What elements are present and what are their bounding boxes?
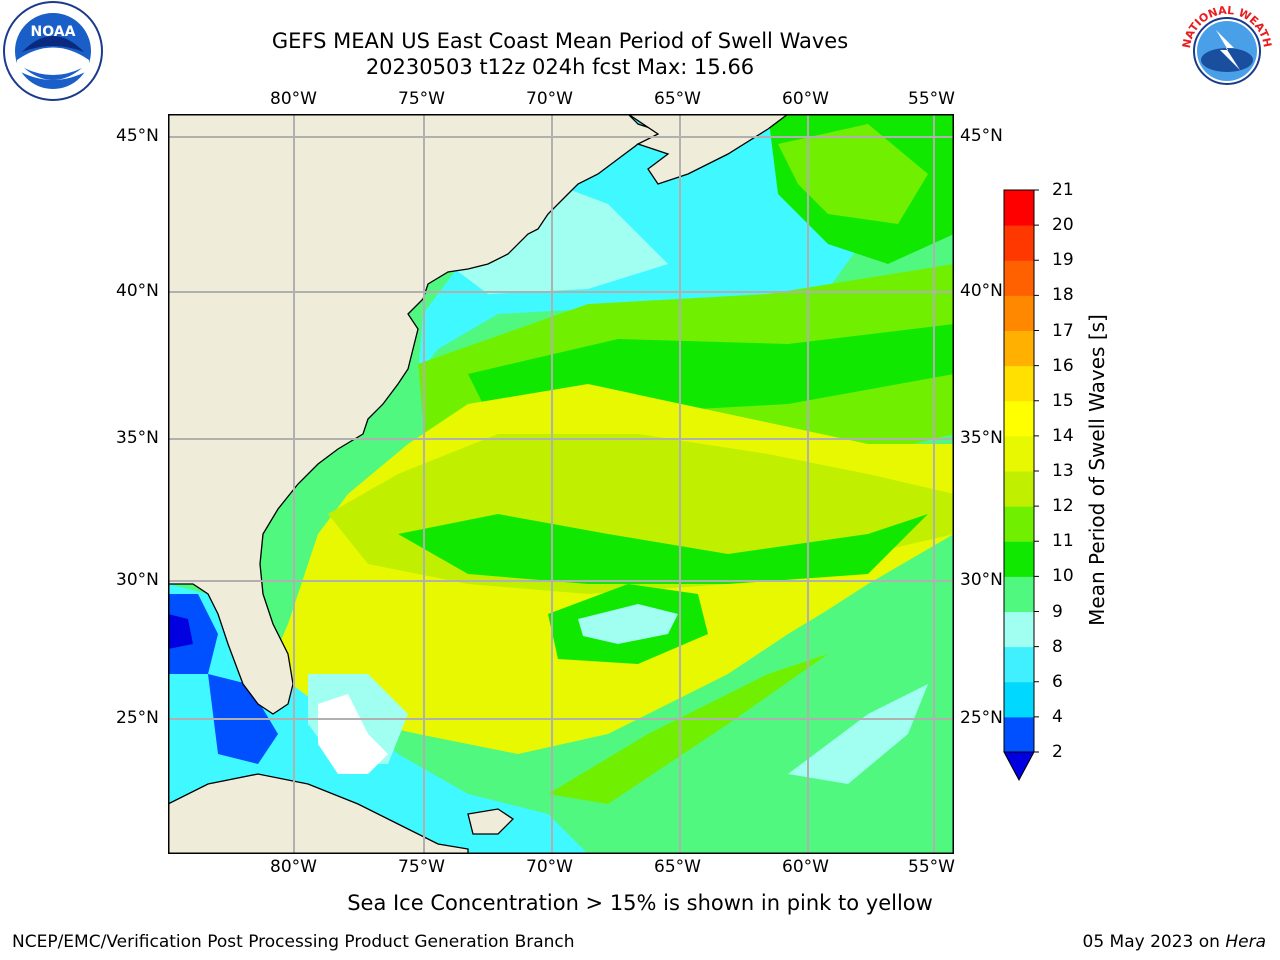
colorbar-segment [1004, 400, 1034, 437]
lon-label-top-75w: 75°W [398, 89, 445, 109]
chart-title: GEFS MEAN US East Coast Mean Period of S… [271, 29, 849, 53]
colorbar-segment [1004, 330, 1034, 367]
colorbar-tick-label: 19 [1052, 250, 1074, 271]
lat-label-left-25n: 25°N [116, 708, 159, 728]
colorbar-label: Mean Period of Swell Waves [s] [1085, 314, 1109, 626]
lon-label-top-60w: 60°W [782, 89, 829, 109]
colorbar-tick-label: 6 [1052, 671, 1063, 692]
colorbar-tick-label: 17 [1052, 320, 1074, 341]
colorbar-segment [1004, 260, 1034, 296]
colorbar-tick-label: 2 [1052, 742, 1063, 762]
land-cuba [168, 773, 469, 854]
svg-text:NOAA: NOAA [31, 24, 76, 40]
footer-date: 05 May 2023 on Hera [1083, 932, 1267, 952]
white-shallow-bahamas [318, 694, 388, 774]
gridlines [168, 114, 954, 854]
lon-label-bottom-55w: 55°W [908, 857, 955, 877]
colorbar-segment [1004, 225, 1034, 261]
colorbar-tick-label: 15 [1052, 390, 1074, 411]
footer-date-text: 05 May 2023 on [1082, 932, 1226, 952]
green-channel [398, 514, 928, 584]
dark-blue-gulf [168, 614, 193, 649]
colorbar-tick-label: 10 [1052, 566, 1074, 587]
land-nova-scotia [626, 114, 790, 185]
colorbar [1000, 186, 1050, 786]
lon-label-top-80w: 80°W [270, 89, 317, 109]
footer-credit: NCEP/EMC/Verification Post Processing Pr… [12, 932, 575, 952]
map-frame [168, 114, 954, 854]
swell-period-map [168, 114, 954, 854]
colorbar-tick-label: 9 [1052, 601, 1063, 622]
colorbar-segment [1004, 716, 1034, 753]
colorbar-segment [1004, 576, 1034, 612]
light-cyan-shelf [448, 174, 668, 294]
colorbar-tick-label: 8 [1052, 636, 1063, 657]
light-cyan-eddy [578, 604, 678, 644]
lime-streak-southeast [548, 654, 828, 804]
sea-ice-caption: Sea Ice Concentration > 15% is shown in … [347, 891, 933, 915]
colorbar-segment [1004, 435, 1034, 472]
lat-label-right-35n: 35°N [960, 428, 1003, 448]
land-hispaniola [467, 808, 515, 835]
lon-label-bottom-75w: 75°W [398, 857, 445, 877]
colorbar-tick-label: 4 [1052, 706, 1063, 727]
colorbar-tick-label: 16 [1052, 355, 1074, 376]
lat-label-right-30n: 30°N [960, 570, 1003, 590]
colorbar-segment [1004, 295, 1034, 331]
lon-label-top-70w: 70°W [526, 89, 573, 109]
chart-subtitle: 20230503 t12z 024h fcst Max: 15.66 [365, 55, 755, 79]
lon-label-top-55w: 55°W [908, 89, 955, 109]
lat-label-left-45n: 45°N [116, 126, 159, 146]
colorbar-segment [1004, 506, 1034, 542]
footer-host: Hera [1225, 932, 1266, 952]
lon-label-bottom-70w: 70°W [526, 857, 573, 877]
colorbar-segment [1004, 190, 1034, 226]
colorbar-tick-label: 11 [1052, 531, 1074, 552]
colorbar-segment [1004, 365, 1034, 402]
nws-logo: NATIONAL WEATHER SERVICE [1172, 0, 1278, 102]
lon-label-bottom-65w: 65°W [654, 857, 701, 877]
lat-label-right-25n: 25°N [960, 708, 1003, 728]
lat-label-left-40n: 40°N [116, 281, 159, 301]
colorbar-tick-label: 18 [1052, 285, 1074, 306]
blue-gulf [168, 594, 218, 674]
lime-band-north [778, 124, 928, 224]
noaa-logo: NOAA [2, 0, 104, 102]
lat-label-left-30n: 30°N [116, 570, 159, 590]
lat-label-right-40n: 40°N [960, 281, 1003, 301]
colorbar-tick-label: 14 [1052, 425, 1074, 446]
colorbar-tick-label: 21 [1052, 180, 1074, 200]
lon-label-bottom-80w: 80°W [270, 857, 317, 877]
colorbar-segment [1004, 611, 1034, 648]
colorbar-tick-label: 20 [1052, 215, 1074, 236]
lat-label-right-45n: 45°N [960, 126, 1003, 146]
light-cyan-southeast [788, 684, 928, 784]
lon-label-bottom-60w: 60°W [782, 857, 829, 877]
colorbar-segment [1004, 541, 1034, 577]
colorbar-extend-arrow [1003, 751, 1035, 782]
colorbar-segment [1004, 471, 1034, 507]
colorbar-tick-label: 12 [1052, 496, 1074, 517]
colorbar-tick-label: 13 [1052, 461, 1074, 481]
colorbar-segment [1004, 646, 1034, 683]
lat-label-left-35n: 35°N [116, 428, 159, 448]
colorbar-segment [1004, 681, 1034, 718]
lon-label-top-65w: 65°W [654, 89, 701, 109]
colorbar-ticks: 21 20 19 18 17 16 15 14 13 12 11 10 9 8 6 4 2 [1052, 180, 1092, 770]
